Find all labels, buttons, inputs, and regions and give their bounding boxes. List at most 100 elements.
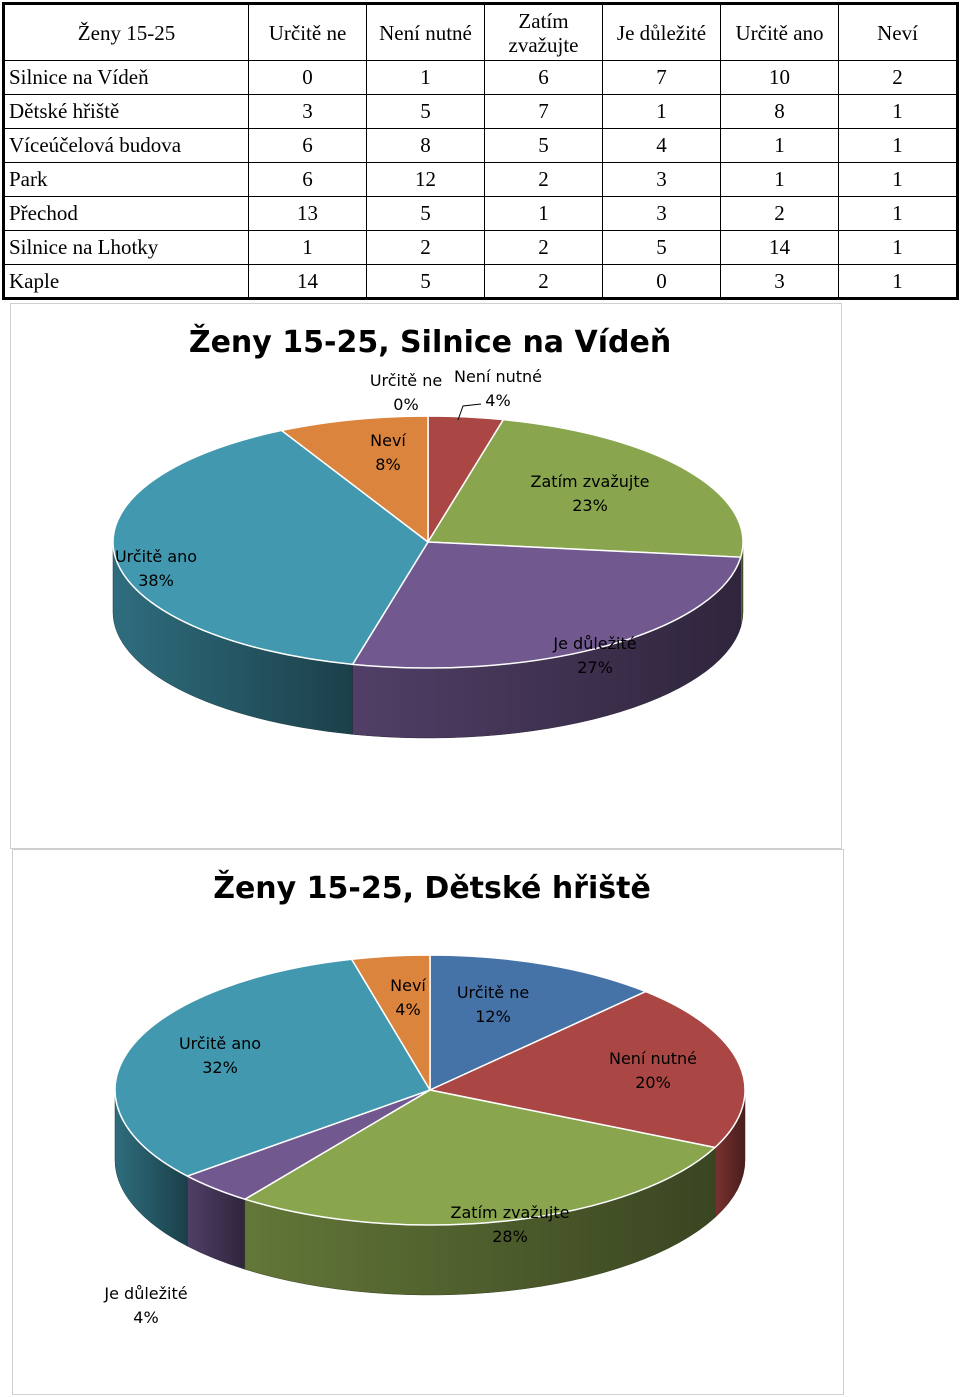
table-cell: 6 [484,60,603,95]
table-cell: 0 [248,60,367,95]
table-cell: 3 [602,162,721,197]
slice-label-nevi: Neví 8% [370,431,406,474]
slice-label-percent: 32% [202,1058,238,1077]
slice-label-category: Neví [390,976,426,995]
slice-label-percent: 4% [395,1000,420,1019]
slice-label-urcite-ne: Určitě ne 12% [457,983,529,1026]
row-label: Park [3,162,249,197]
slice-label-nevi: Neví 4% [390,976,426,1019]
slice-label-category: Není nutné [609,1049,697,1068]
column-header: Určitě ano [720,3,839,61]
row-label: Přechod [3,196,249,231]
table-cell: 5 [484,128,603,163]
table-cell: 6 [248,128,367,163]
table-cell: 7 [484,94,603,129]
table-row: Kaple 14 5 2 0 3 1 [3,264,958,299]
slice-label-category: Je důležité [103,1284,187,1303]
chart-silnice-na-viden: Ženy 15-25, Silnice na Vídeň Určitě ne 0% N… [10,303,842,849]
survey-table: Ženy 15-25 Určitě ne Není nutné Zatím zv… [2,2,959,300]
table-cell: 0 [602,264,721,299]
pie-slice-urcite-ano [114,958,431,1177]
slice-label-category: Určitě ano [179,1034,261,1053]
pie-slice-urcite-ano [112,429,429,666]
table-cell: 2 [484,264,603,299]
slice-label-percent: 0% [393,395,418,414]
table-cell: 8 [720,94,839,129]
table-corner-label: Ženy 15-25 [3,3,249,61]
slice-label-category: Je důležité [552,634,636,653]
pie-slice-zatim-zvazujte [244,1089,716,1226]
table-cell: 8 [366,128,485,163]
table-cell: 1 [838,128,958,163]
row-label: Dětské hřiště [3,94,249,129]
slice-label-percent: 4% [133,1308,158,1327]
slice-label-category: Zatím zvažujte [451,1203,570,1222]
slice-label-urcite-ano: Určitě ano 38% [115,547,197,590]
table-cell: 4 [602,128,721,163]
column-header: Je důležité [602,3,721,61]
column-header: Zatím zvažujte [484,3,603,61]
table-cell: 1 [838,230,958,265]
table-row: Přechod 13 5 1 3 2 1 [3,196,958,231]
table-cell: 12 [366,162,485,197]
leader-line [457,403,482,421]
slice-label-je-dulezite: Je důležité 27% [552,634,636,677]
table-row: Park 6 12 2 3 1 1 [3,162,958,197]
slice-label-percent: 8% [375,455,400,474]
table-cell: 2 [484,162,603,197]
pie-slice-neni-nutne [429,990,746,1149]
table-cell: 14 [720,230,839,265]
pie-slice-nevi [280,415,429,543]
slice-label-percent: 20% [635,1073,671,1092]
pie-slice-zatim-zvazujte [427,418,744,558]
table-cell: 6 [248,162,367,197]
table-cell: 5 [366,264,485,299]
slice-label-category: Určitě ano [115,547,197,566]
table-cell: 1 [366,60,485,95]
slice-label-urcite-ne: Určitě ne 0% [370,371,442,414]
row-label: Víceúčelová budova [3,128,249,163]
table-cell: 7 [602,60,721,95]
table-cell: 1 [720,162,839,197]
table-cell: 13 [248,196,367,231]
table-cell: 1 [838,264,958,299]
table-cell: 1 [838,196,958,231]
slice-label-percent: 4% [485,391,510,410]
table-cell: 2 [366,230,485,265]
chart-title: Ženy 15-25, Dětské hřiště [213,870,651,906]
slice-label-zatim-zvazujte: Zatím zvažujte 23% [531,472,650,515]
table-cell: 3 [720,264,839,299]
pie-slice-urcite-ne [429,954,647,1091]
table-cell: 1 [720,128,839,163]
table-cell: 10 [720,60,839,95]
table-cell: 5 [366,196,485,231]
table-cell: 1 [484,196,603,231]
pie-slice-nevi [350,954,431,1091]
pie-slice-je-dulezite [351,541,742,669]
table-cell: 1 [248,230,367,265]
column-header: Určitě ne [248,3,367,61]
slice-label-zatim-zvazujte: Zatím zvažujte 28% [451,1203,570,1246]
table-cell: 1 [838,162,958,197]
chart-title: Ženy 15-25, Silnice na Vídeň [189,324,671,360]
column-header: Neví [838,3,958,61]
slice-label-category: Určitě ne [370,371,442,390]
row-label: Kaple [3,264,249,299]
slice-label-category: Není nutné [454,367,542,386]
table-cell: 2 [484,230,603,265]
table-cell: 5 [366,94,485,129]
table-header-row: Ženy 15-25 Určitě ne Není nutné Zatím zv… [3,3,958,61]
table-cell: 3 [248,94,367,129]
column-header: Není nutné [366,3,485,61]
table-cell: 14 [248,264,367,299]
table-row: Víceúčelová budova 6 8 5 4 1 1 [3,128,958,163]
slice-label-neni-nutne: Není nutné 4% [454,367,542,410]
table-cell: 3 [602,196,721,231]
table-row: Silnice na Lhotky 1 2 2 5 14 1 [3,230,958,265]
slice-label-percent: 28% [492,1227,528,1246]
table-cell: 1 [602,94,721,129]
chart-detske-hriste: Ženy 15-25, Dětské hřiště Určitě ne 12% Nen… [12,849,844,1395]
slice-label-category: Neví [370,431,406,450]
slice-label-category: Zatím zvažujte [531,472,650,491]
slice-label-percent: 12% [475,1007,511,1026]
